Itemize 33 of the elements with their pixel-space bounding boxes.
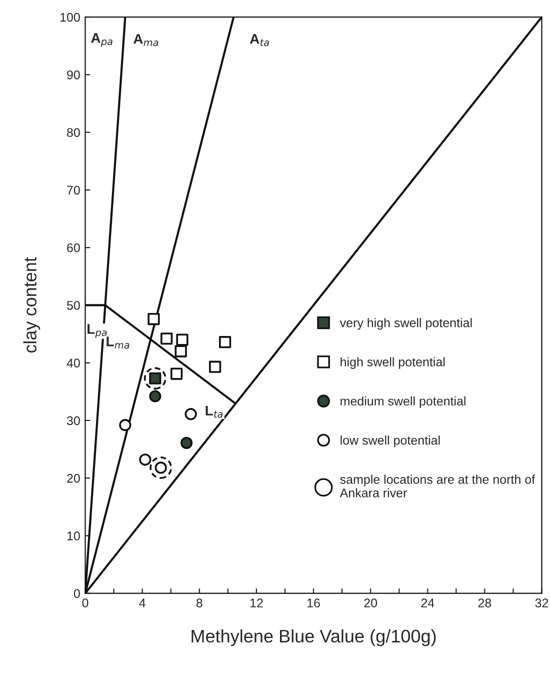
y-tick-label: 80: [67, 128, 80, 137]
x-axis-title: Methylene Blue Value (g/100g): [192, 629, 436, 646]
y-tick-label: 60: [67, 243, 80, 252]
x-tick-label: 20: [364, 598, 378, 608]
y-tick-label: 90: [67, 70, 80, 80]
y-axis-title: clay content: [23, 257, 40, 353]
annotation: L$_{ma}$: [106, 336, 130, 349]
annotation: L$_{ta}$: [206, 406, 223, 418]
x-tick-label: 32: [535, 598, 548, 608]
legend-label: very high swell potential: [340, 318, 472, 330]
legend-label: sample locations are at the north of Ankara river: [340, 474, 536, 498]
x-tick-label: 16: [308, 598, 320, 608]
x-tick-label: 0: [82, 598, 88, 608]
y-tick-label: 0: [74, 589, 80, 598]
annotation: A$_{pa}$: [91, 33, 112, 48]
x-tick-label: 28: [478, 598, 492, 608]
legend-label: medium swell potential: [340, 396, 466, 408]
legend-label: high swell potential: [340, 357, 445, 369]
y-tick-label: 30: [66, 416, 80, 426]
y-tick-label: 50: [66, 300, 80, 310]
x-tick-label: 8: [196, 598, 202, 608]
y-tick-label: 10: [67, 532, 80, 540]
annotation: L$_{pa}$: [88, 324, 107, 338]
y-tick-label: 100: [60, 12, 80, 22]
annotation: A$_{ma}$: [134, 34, 158, 46]
annotation: A$_{ta}$: [250, 34, 269, 46]
y-tick-label: 40: [66, 358, 80, 368]
x-tick-label: 12: [250, 598, 263, 608]
x-tick-label: 24: [421, 598, 434, 608]
y-tick-label: 70: [67, 186, 80, 195]
legend-label: low swell potential: [340, 436, 440, 448]
x-tick-label: 4: [139, 598, 146, 608]
y-tick-label: 20: [67, 474, 80, 483]
